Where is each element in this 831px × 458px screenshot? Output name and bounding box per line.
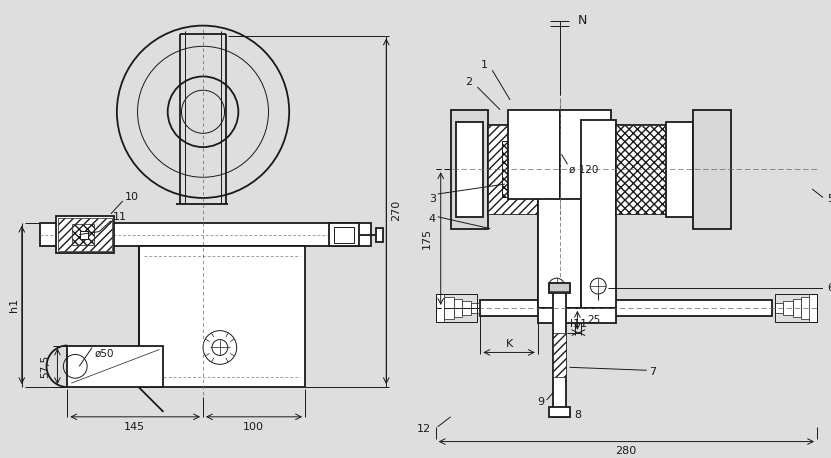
Bar: [548, 283, 570, 293]
Bar: [461, 301, 471, 315]
Bar: [510, 181, 522, 187]
Bar: [57, 216, 114, 253]
Text: 3: 3: [429, 194, 435, 204]
Bar: [512, 155, 520, 183]
Text: l11: l11: [570, 319, 587, 329]
Bar: [81, 231, 88, 239]
Bar: [538, 308, 616, 323]
Bar: [775, 294, 817, 322]
Bar: [471, 303, 479, 313]
Bar: [794, 299, 801, 317]
Bar: [489, 125, 538, 214]
Text: ø 120: ø 120: [569, 164, 599, 174]
Bar: [775, 303, 784, 313]
Bar: [666, 122, 693, 217]
Bar: [508, 110, 559, 199]
Text: h1: h1: [9, 298, 19, 312]
Text: 8: 8: [574, 410, 582, 420]
Bar: [455, 122, 484, 217]
Text: 2: 2: [465, 77, 473, 87]
Bar: [559, 110, 611, 199]
Bar: [548, 407, 570, 417]
Bar: [435, 294, 444, 322]
Bar: [801, 297, 811, 319]
Bar: [553, 333, 567, 377]
Bar: [67, 345, 164, 387]
Bar: [444, 297, 454, 319]
Bar: [543, 120, 570, 308]
Bar: [553, 288, 567, 417]
Text: 270: 270: [391, 200, 401, 222]
Bar: [454, 299, 461, 317]
Text: N: N: [578, 14, 587, 27]
Text: 4: 4: [429, 214, 435, 224]
Bar: [616, 125, 666, 214]
Bar: [58, 218, 112, 251]
Bar: [450, 110, 489, 229]
Text: 6: 6: [827, 283, 831, 293]
Text: 10: 10: [125, 192, 139, 202]
Text: 175: 175: [422, 228, 432, 249]
Text: 12: 12: [416, 424, 430, 434]
Text: 280: 280: [615, 447, 637, 457]
Bar: [582, 120, 616, 308]
Bar: [139, 246, 305, 387]
Bar: [72, 224, 94, 245]
Text: K: K: [505, 338, 513, 349]
Bar: [538, 120, 582, 308]
Text: 25: 25: [588, 315, 601, 325]
Text: 145: 145: [124, 422, 145, 432]
Bar: [616, 125, 666, 214]
Bar: [334, 227, 353, 242]
Text: 1: 1: [480, 60, 487, 70]
Bar: [809, 294, 817, 322]
Text: ø50: ø50: [94, 349, 114, 359]
Bar: [538, 120, 575, 308]
Text: 7: 7: [649, 367, 656, 377]
Bar: [376, 228, 383, 241]
Circle shape: [590, 278, 606, 294]
Bar: [489, 125, 538, 214]
Text: 9: 9: [538, 397, 544, 407]
Bar: [435, 294, 477, 322]
Text: 57,5: 57,5: [41, 354, 51, 378]
Text: 11: 11: [113, 212, 127, 222]
Bar: [329, 223, 358, 246]
Circle shape: [548, 278, 564, 294]
Bar: [480, 300, 773, 316]
Bar: [40, 223, 371, 246]
Text: 100: 100: [243, 422, 264, 432]
Bar: [784, 301, 794, 315]
Bar: [693, 110, 731, 229]
Bar: [502, 142, 524, 197]
Text: 5: 5: [827, 194, 831, 204]
